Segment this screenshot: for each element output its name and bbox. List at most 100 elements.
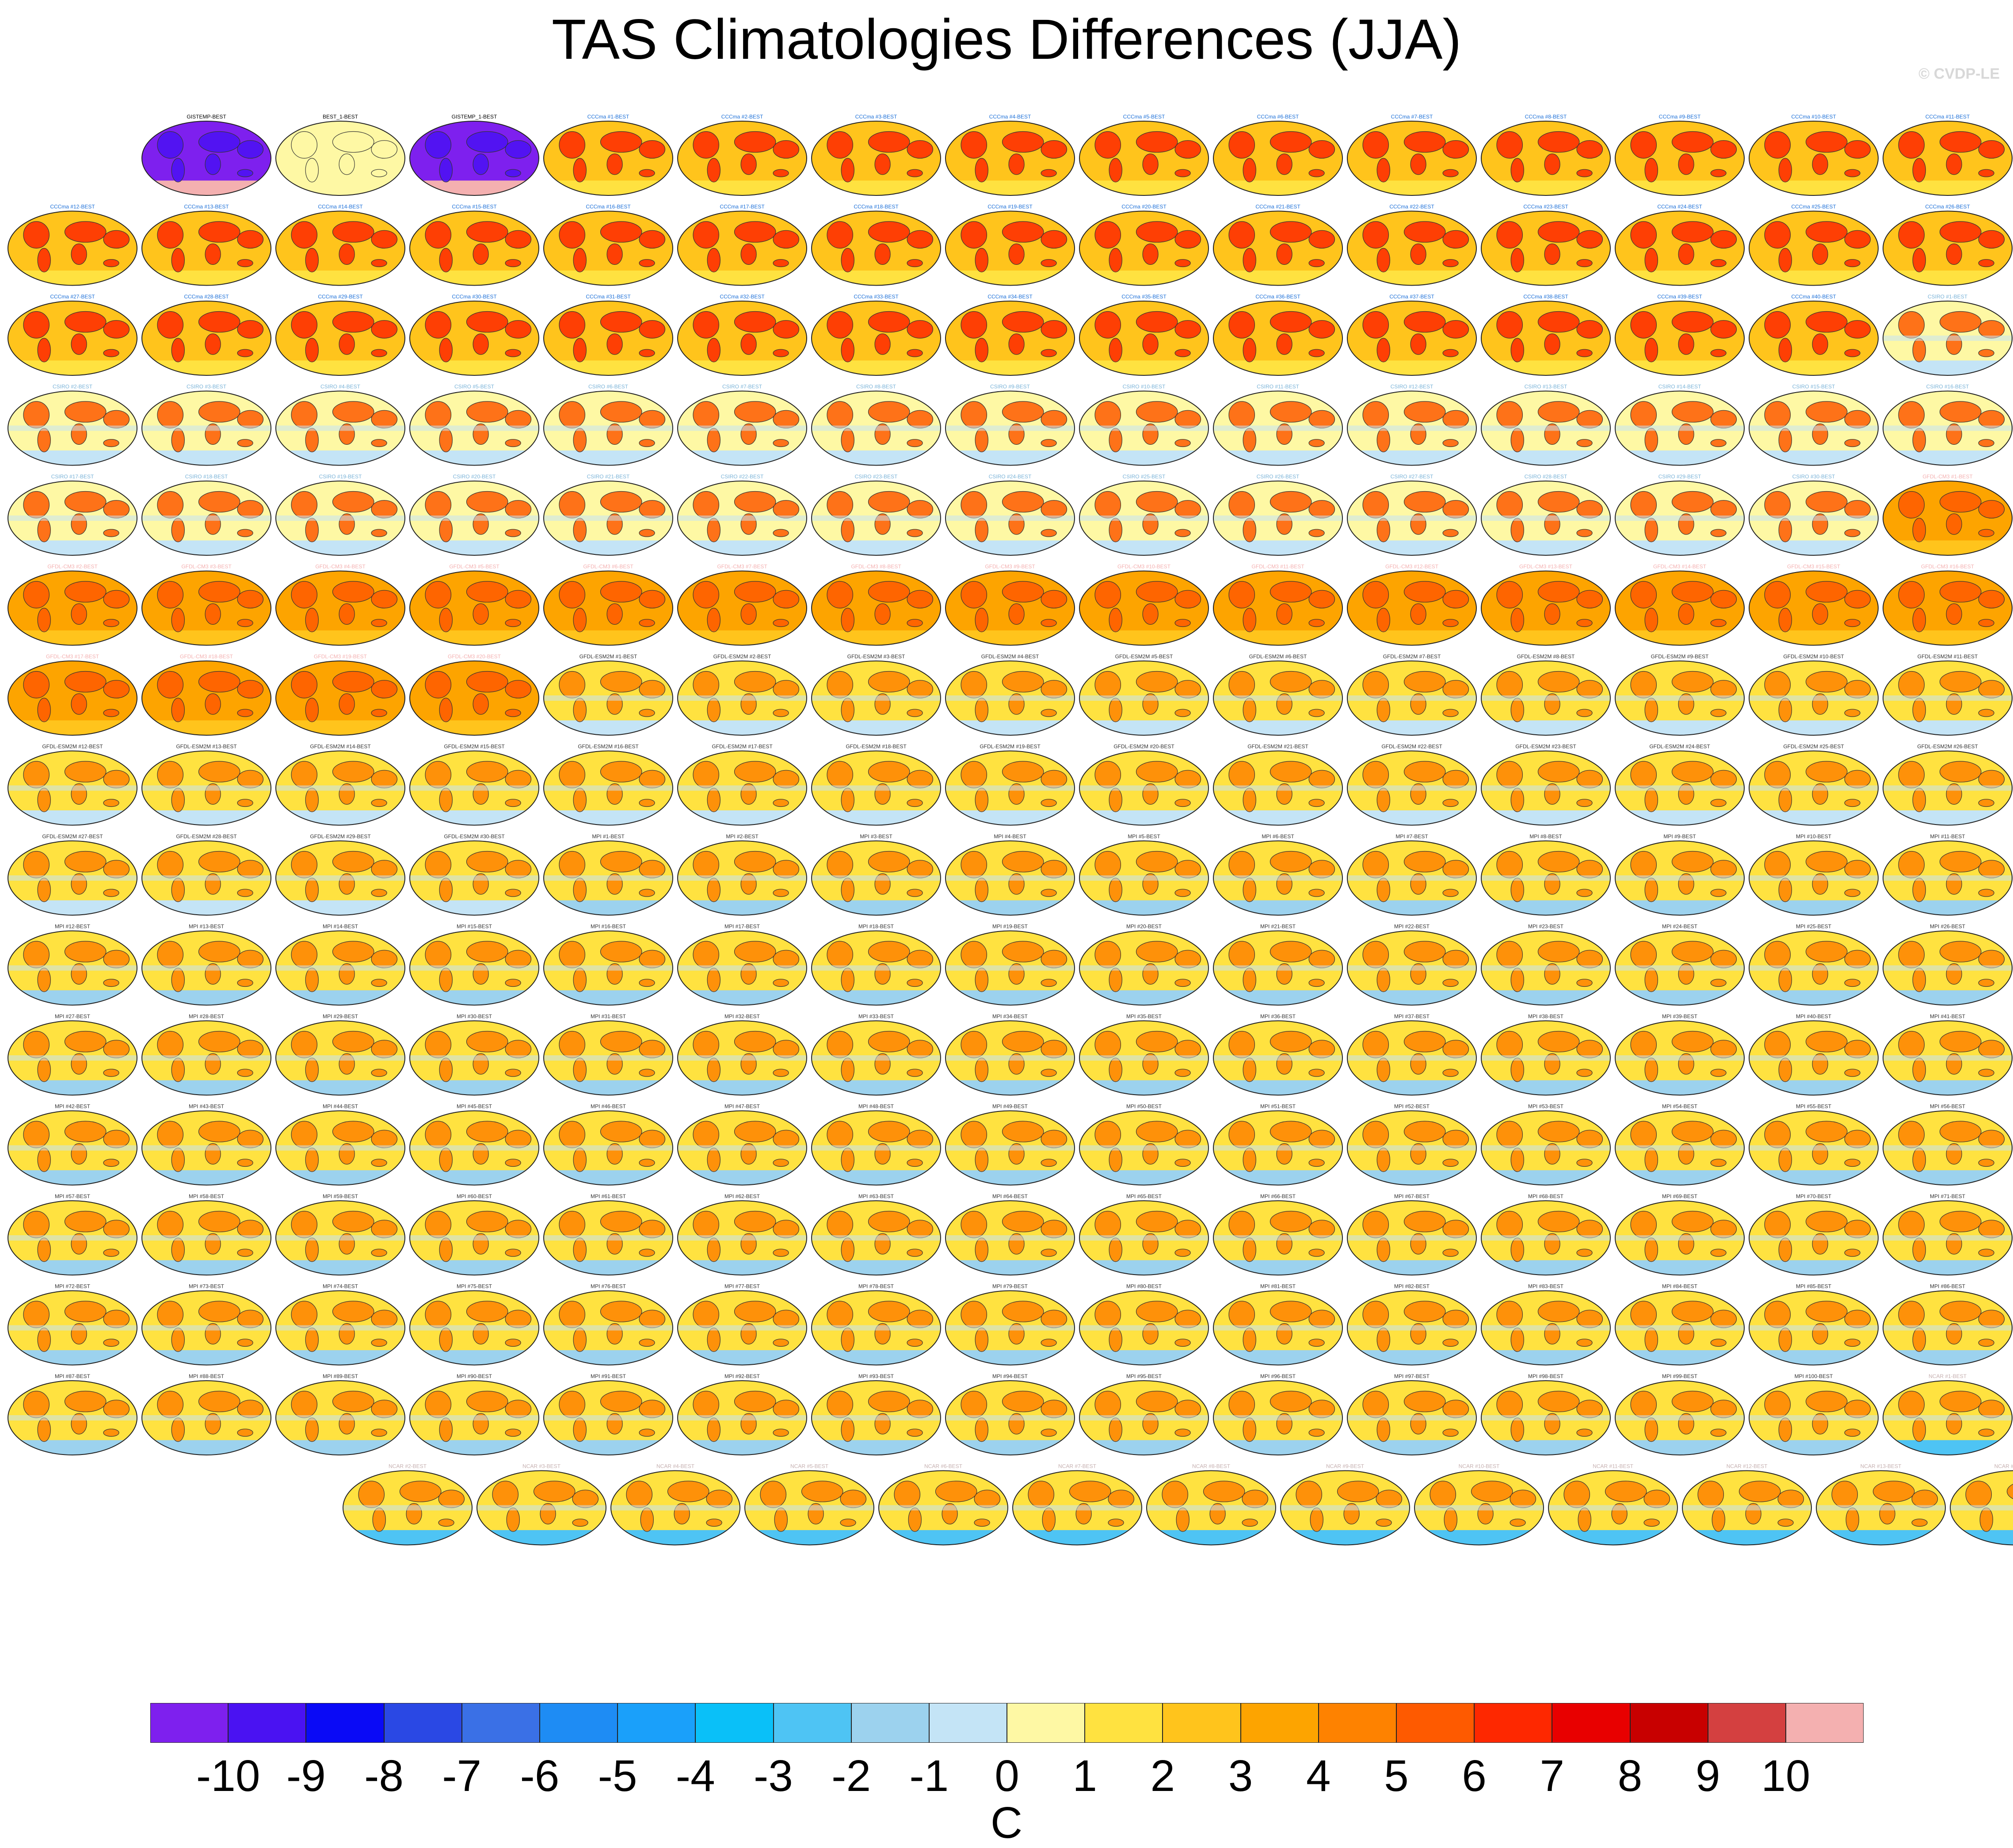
panel-title: NCAR #3-BEST bbox=[522, 1463, 561, 1470]
map-panel: GFDL-ESM2M #20-BEST bbox=[1079, 744, 1209, 826]
map-outline bbox=[1213, 301, 1343, 376]
continent-shape bbox=[1710, 1310, 1737, 1329]
continent-shape bbox=[305, 1147, 319, 1172]
continent-shape bbox=[291, 131, 318, 159]
panel-title: NCAR #1-BEST bbox=[1929, 1373, 1967, 1379]
continent-shape bbox=[1496, 491, 1523, 519]
continent-shape bbox=[103, 1310, 130, 1329]
continent-shape bbox=[1537, 1121, 1580, 1142]
map-south-band bbox=[8, 990, 137, 1005]
panel-title: MPI #39-BEST bbox=[1662, 1013, 1698, 1019]
continent-shape bbox=[505, 1310, 532, 1329]
map-outline bbox=[141, 1020, 271, 1096]
colorbar-swatch bbox=[1708, 1703, 1786, 1743]
map-panel: CCCma #32-BEST bbox=[677, 294, 807, 376]
continent-shape bbox=[1174, 349, 1191, 357]
continent-shape bbox=[1308, 169, 1325, 177]
continent-shape bbox=[23, 1121, 50, 1149]
map-outline bbox=[1213, 1020, 1343, 1096]
map-equatorial-band bbox=[1347, 965, 1476, 971]
continent-shape bbox=[975, 1147, 988, 1172]
panel-title: GFDL-ESM2M #17-BEST bbox=[712, 744, 773, 750]
continent-shape bbox=[439, 967, 453, 992]
colorbar-swatch bbox=[929, 1703, 1007, 1743]
continent-shape bbox=[1510, 1237, 1524, 1262]
map-outline bbox=[275, 1110, 405, 1186]
map-equatorial-band bbox=[1615, 425, 1744, 431]
panel-title: GFDL-ESM2M #19-BEST bbox=[980, 744, 1041, 750]
map-outline bbox=[1883, 481, 2013, 556]
map-south-band bbox=[1213, 540, 1342, 555]
continent-shape bbox=[1946, 513, 1962, 535]
map-outline bbox=[1079, 390, 1209, 466]
continent-shape bbox=[1710, 410, 1737, 429]
continent-shape bbox=[1142, 333, 1159, 355]
map-south-band bbox=[1749, 360, 1878, 375]
map-outline bbox=[1079, 570, 1209, 646]
continent-shape bbox=[1576, 680, 1603, 699]
continent-shape bbox=[171, 338, 185, 363]
continent-shape bbox=[171, 607, 185, 632]
continent-shape bbox=[1002, 851, 1044, 873]
map-outline bbox=[409, 750, 539, 826]
map-panel: MPI #91-BEST bbox=[543, 1373, 673, 1455]
map-equatorial-band bbox=[1950, 1505, 2013, 1511]
panel-title: GFDL-CM3 #11-BEST bbox=[1251, 564, 1304, 570]
map-outline bbox=[1280, 1470, 1410, 1546]
continent-shape bbox=[1644, 1147, 1658, 1172]
map-south-band bbox=[1347, 990, 1476, 1005]
continent-shape bbox=[1308, 889, 1325, 897]
continent-shape bbox=[1228, 221, 1255, 249]
panel-title: MPI #90-BEST bbox=[457, 1373, 492, 1379]
map-panel: MPI #64-BEST bbox=[945, 1193, 1075, 1275]
continent-shape bbox=[827, 1121, 854, 1149]
map-outline bbox=[1749, 210, 1879, 286]
continent-shape bbox=[1002, 491, 1044, 513]
continent-shape bbox=[1939, 311, 1982, 333]
map-panel: CSIRO #6-BEST bbox=[543, 384, 673, 466]
continent-shape bbox=[339, 243, 355, 265]
continent-shape bbox=[1576, 500, 1603, 519]
map-equatorial-band bbox=[544, 1145, 673, 1151]
continent-shape bbox=[693, 1031, 720, 1058]
panel-title: MPI #54-BEST bbox=[1662, 1103, 1698, 1110]
map-panel: GISTEMP_1-BEST bbox=[409, 114, 539, 196]
continent-shape bbox=[827, 311, 854, 339]
map-outline bbox=[1749, 1020, 1879, 1096]
map-outline bbox=[275, 121, 405, 196]
continent-shape bbox=[907, 230, 934, 249]
continent-shape bbox=[1576, 1040, 1603, 1058]
map-south-band bbox=[946, 270, 1075, 286]
panel-title: MPI #9-BEST bbox=[1663, 833, 1696, 840]
continent-shape bbox=[1041, 349, 1057, 357]
continent-shape bbox=[773, 1069, 789, 1077]
continent-shape bbox=[439, 1147, 453, 1172]
panel-title: MPI #57-BEST bbox=[55, 1193, 91, 1199]
panel-title: MPI #41-BEST bbox=[1930, 1013, 1966, 1019]
panel-title: MPI #80-BEST bbox=[1126, 1283, 1162, 1290]
continent-shape bbox=[707, 1058, 721, 1082]
continent-shape bbox=[975, 518, 988, 542]
map-outline bbox=[1079, 1290, 1209, 1366]
continent-shape bbox=[1805, 491, 1848, 513]
continent-shape bbox=[157, 1301, 184, 1329]
continent-shape bbox=[64, 1031, 107, 1053]
map-outline bbox=[1347, 1020, 1477, 1096]
continent-shape bbox=[573, 1237, 587, 1262]
map-panel: GFDL-CM3 #8-BEST bbox=[811, 564, 941, 646]
continent-shape bbox=[23, 671, 50, 699]
panel-title: CCCma #32-BEST bbox=[720, 294, 765, 300]
continent-shape bbox=[339, 333, 355, 355]
panel-title: MPI #70-BEST bbox=[1796, 1193, 1832, 1199]
continent-shape bbox=[1362, 941, 1389, 969]
continent-shape bbox=[198, 1301, 240, 1322]
continent-shape bbox=[773, 1428, 789, 1437]
panel-title: CCCma #1-BEST bbox=[587, 114, 629, 120]
map-outline bbox=[275, 481, 405, 556]
panel-grid: GISTEMP-BEST BEST_1-BEST GISTEMP_1-BEST CCC… bbox=[8, 114, 2013, 1546]
continent-shape bbox=[1805, 311, 1848, 333]
continent-shape bbox=[103, 320, 130, 339]
map-south-band bbox=[1749, 720, 1878, 735]
map-outline bbox=[1347, 1380, 1477, 1455]
map-panel: GFDL-ESM2M #12-BEST bbox=[8, 744, 137, 826]
